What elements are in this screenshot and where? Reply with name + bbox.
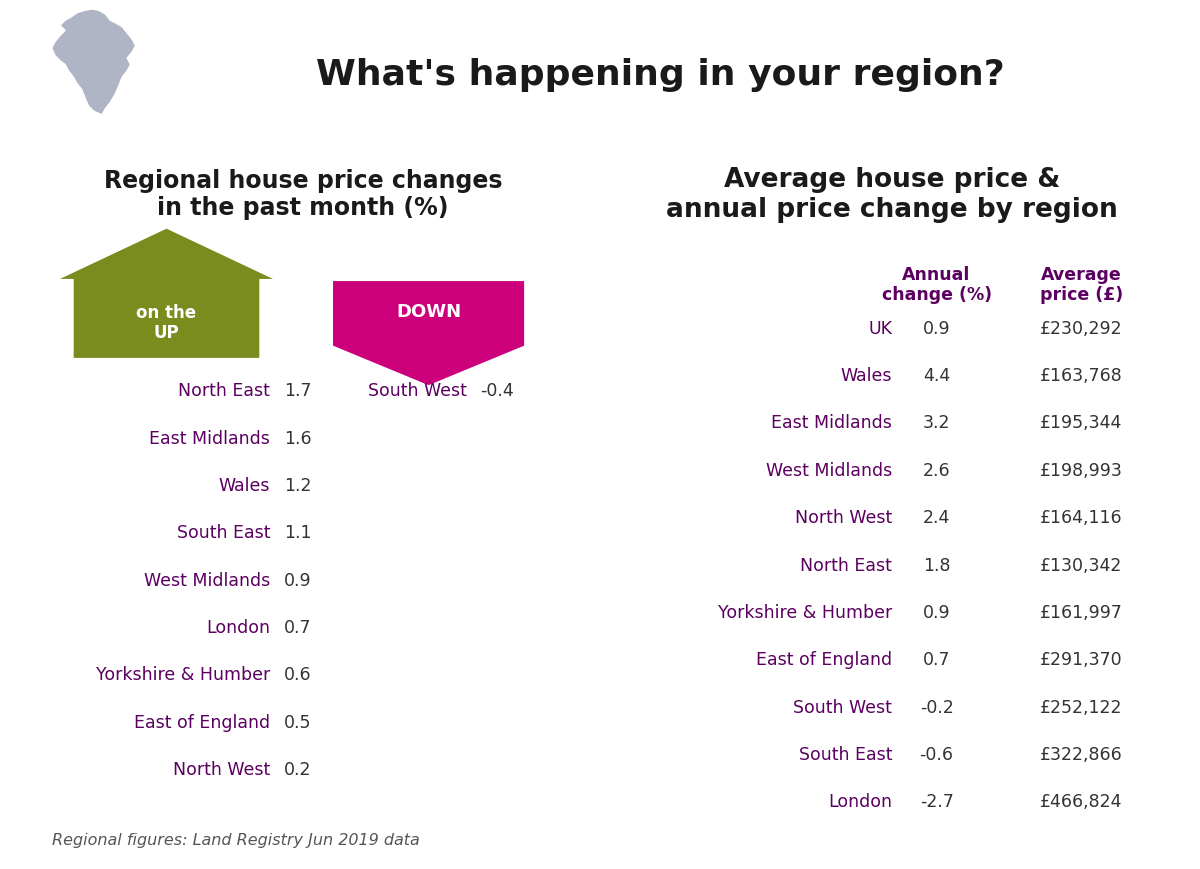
Text: £291,370: £291,370 bbox=[1040, 651, 1123, 668]
Text: West Midlands: West Midlands bbox=[766, 461, 893, 480]
Text: North East: North East bbox=[179, 381, 270, 400]
Text: -0.2: -0.2 bbox=[919, 698, 954, 716]
Text: 0.9: 0.9 bbox=[923, 320, 950, 337]
Text: What's happening in your region?: What's happening in your region? bbox=[316, 57, 1004, 91]
Text: 2.6: 2.6 bbox=[923, 461, 950, 480]
Text: on the
UP: on the UP bbox=[137, 303, 197, 342]
Polygon shape bbox=[334, 282, 524, 386]
Text: £161,997: £161,997 bbox=[1040, 603, 1123, 621]
Polygon shape bbox=[52, 10, 136, 116]
Text: East Midlands: East Midlands bbox=[149, 429, 270, 447]
Text: 0.5: 0.5 bbox=[284, 713, 311, 731]
Text: 0.7: 0.7 bbox=[284, 619, 311, 636]
Text: East of England: East of England bbox=[134, 713, 270, 731]
Text: East of England: East of England bbox=[756, 651, 893, 668]
Text: £466,824: £466,824 bbox=[1040, 793, 1123, 811]
Text: London: London bbox=[206, 619, 270, 636]
Text: 1.8: 1.8 bbox=[923, 556, 950, 574]
Text: 1.6: 1.6 bbox=[284, 429, 312, 447]
Text: 0.6: 0.6 bbox=[284, 666, 312, 684]
Text: South West: South West bbox=[368, 381, 467, 400]
Text: Average house price &
annual price change by region: Average house price & annual price chang… bbox=[666, 166, 1118, 222]
Text: Wales: Wales bbox=[218, 476, 270, 494]
Text: Regional house price changes
in the past month (%): Regional house price changes in the past… bbox=[103, 169, 503, 220]
Text: £322,866: £322,866 bbox=[1040, 746, 1123, 763]
Text: West Midlands: West Midlands bbox=[144, 571, 270, 589]
Polygon shape bbox=[60, 229, 272, 359]
Text: South East: South East bbox=[176, 524, 270, 541]
Text: 0.7: 0.7 bbox=[923, 651, 950, 668]
Text: -0.4: -0.4 bbox=[480, 381, 515, 400]
Text: 0.9: 0.9 bbox=[284, 571, 312, 589]
Text: £163,768: £163,768 bbox=[1040, 367, 1123, 385]
Text: South West: South West bbox=[793, 698, 893, 716]
Text: Regional figures: Land Registry Jun 2019 data: Regional figures: Land Registry Jun 2019… bbox=[52, 833, 420, 847]
Text: UK: UK bbox=[869, 320, 893, 337]
Text: 2.4: 2.4 bbox=[923, 508, 950, 527]
Text: £230,292: £230,292 bbox=[1040, 320, 1123, 337]
Text: Average
price (£): Average price (£) bbox=[1040, 265, 1123, 304]
Text: DOWN: DOWN bbox=[396, 302, 461, 320]
Text: 0.2: 0.2 bbox=[284, 760, 311, 779]
Text: -0.6: -0.6 bbox=[919, 746, 954, 763]
Text: London: London bbox=[828, 793, 893, 811]
Text: £252,122: £252,122 bbox=[1040, 698, 1123, 716]
Text: £164,116: £164,116 bbox=[1040, 508, 1123, 527]
Text: 3.2: 3.2 bbox=[923, 414, 950, 432]
Text: £195,344: £195,344 bbox=[1040, 414, 1123, 432]
Text: 4.4: 4.4 bbox=[923, 367, 950, 385]
Text: North West: North West bbox=[173, 760, 270, 779]
Text: 1.7: 1.7 bbox=[284, 381, 311, 400]
Text: North West: North West bbox=[794, 508, 893, 527]
Text: South East: South East bbox=[799, 746, 893, 763]
Text: Yorkshire & Humber: Yorkshire & Humber bbox=[96, 666, 270, 684]
Text: Wales: Wales bbox=[841, 367, 893, 385]
Text: £198,993: £198,993 bbox=[1040, 461, 1123, 480]
Text: Yorkshire & Humber: Yorkshire & Humber bbox=[718, 603, 893, 621]
Text: East Midlands: East Midlands bbox=[772, 414, 893, 432]
Text: 1.2: 1.2 bbox=[284, 476, 311, 494]
Text: 1.1: 1.1 bbox=[284, 524, 311, 541]
Text: 0.9: 0.9 bbox=[923, 603, 950, 621]
Text: -2.7: -2.7 bbox=[919, 793, 954, 811]
Text: North East: North East bbox=[800, 556, 893, 574]
Text: £130,342: £130,342 bbox=[1040, 556, 1123, 574]
Text: Annual
change (%): Annual change (%) bbox=[882, 265, 991, 304]
